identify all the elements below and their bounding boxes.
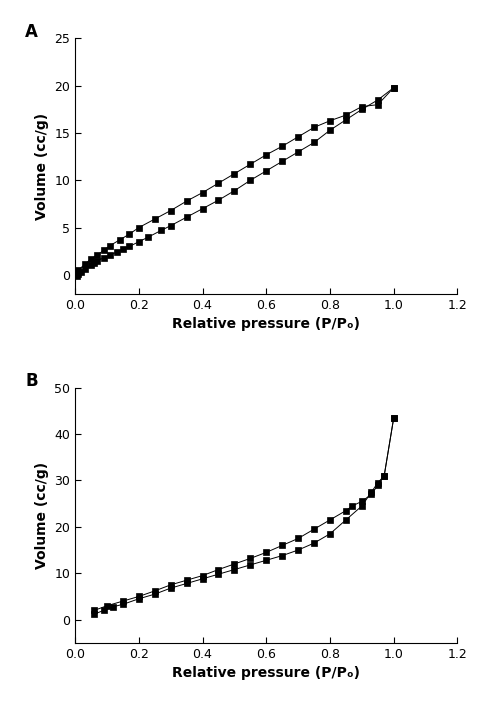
- Y-axis label: Volume (cc/g): Volume (cc/g): [35, 462, 49, 569]
- X-axis label: Relative pressure (P/Pₒ): Relative pressure (P/Pₒ): [172, 666, 360, 680]
- Y-axis label: Volume (cc/g): Volume (cc/g): [35, 113, 49, 220]
- Text: B: B: [25, 372, 38, 390]
- Text: A: A: [25, 23, 38, 41]
- X-axis label: Relative pressure (P/Pₒ): Relative pressure (P/Pₒ): [172, 318, 360, 331]
